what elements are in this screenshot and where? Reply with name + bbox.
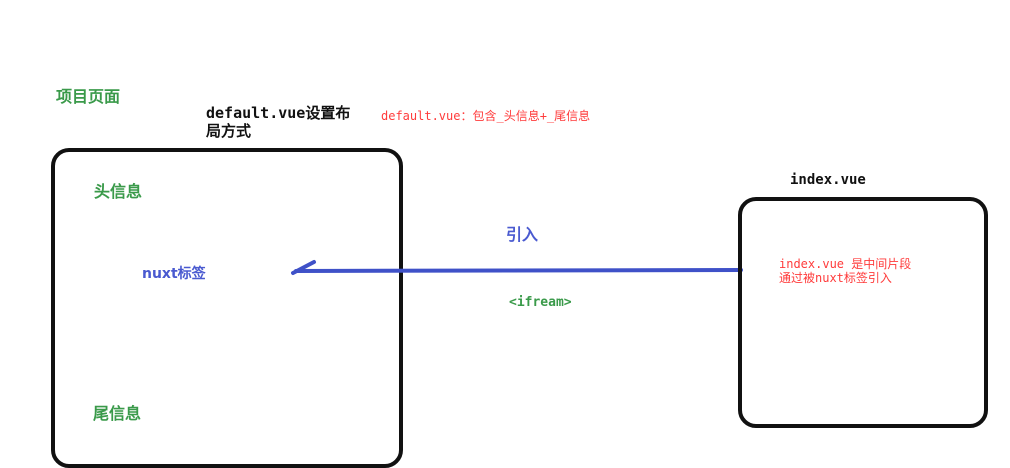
iframe-label: <ifream> [509,295,572,310]
arrow-shaft [294,268,743,273]
import-arrow [291,260,743,275]
default-vue-note: default.vue：包含_头信息+_尾信息 [381,109,591,123]
import-label: 引入 [506,225,539,244]
layout-note-line1: default.vue设置布 [206,104,351,122]
footer-info-label: 尾信息 [93,404,142,423]
index-vue-note: index.vue 是中间片段 通过被nuxt标签引入 [779,257,911,285]
index-vue-title: index.vue [790,172,866,188]
nuxt-tag-label: nuxt标签 [142,266,206,282]
layout-note-title: default.vue设置布 局方式 [206,104,350,140]
arrow-head [291,260,316,275]
index-vue-note-line2: 通过被nuxt标签引入 [779,271,892,285]
index-vue-box [738,197,988,428]
header-info-label: 头信息 [94,182,143,201]
project-page-label: 项目页面 [56,87,121,106]
layout-note-line2: 局方式 [206,122,252,140]
index-vue-note-line1: index.vue 是中间片段 [779,257,912,271]
